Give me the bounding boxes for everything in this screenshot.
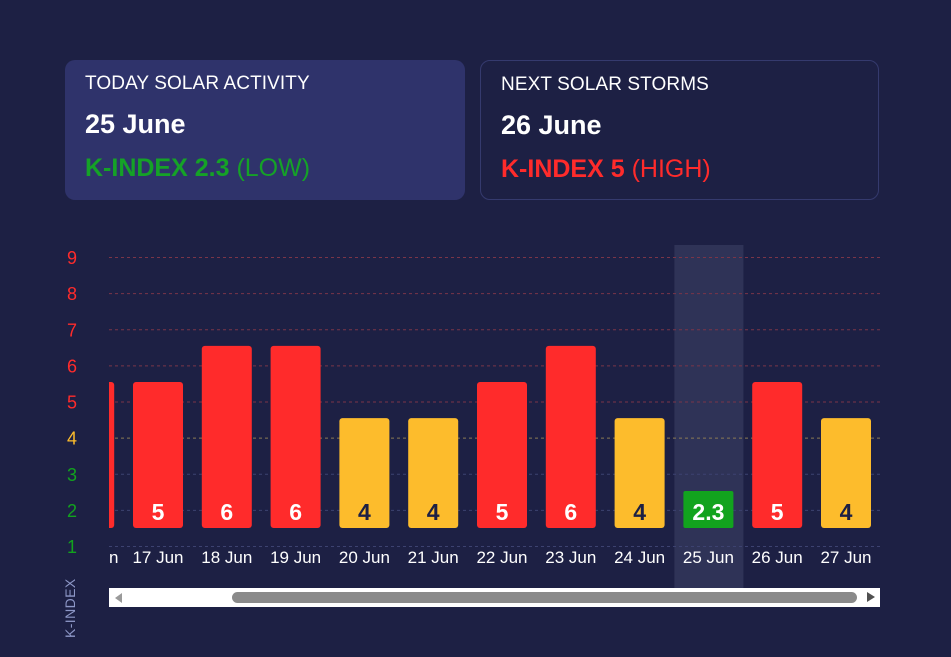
next-date: 26 June (501, 110, 602, 140)
y-tick-label-9: 9 (67, 248, 77, 268)
bar-21-Jun[interactable] (408, 418, 459, 528)
bar-value-label-22-Jun: 5 (496, 499, 509, 525)
x-tick-label-23-Jun: 23 Jun (545, 548, 596, 567)
scroll-right-arrow-icon[interactable] (867, 592, 875, 602)
today-k-index-level: (LOW) (236, 154, 311, 182)
bar-value-label-23-Jun: 6 (564, 499, 577, 525)
next-k-index-level: (HIGH) (631, 155, 711, 183)
next-k-index-value: K-INDEX 5 (501, 155, 625, 183)
bar-26-Jun[interactable] (752, 381, 803, 528)
bar-value-label-25-Jun: 2.3 (692, 499, 724, 525)
x-tick-label-17-Jun: 17 Jun (132, 548, 183, 567)
bar-19-Jun[interactable] (270, 345, 321, 528)
bar-16-Jun[interactable] (64, 381, 115, 528)
next-solar-storms-card: NEXT SOLAR STORMS 26 June K-INDEX 5 (HIG… (480, 60, 879, 200)
highlight-column (674, 245, 744, 588)
x-tick-label-25-Jun: 25 Jun (683, 548, 734, 567)
bar-17-Jun[interactable] (133, 381, 183, 528)
x-tick-label-16-Jun: n (109, 548, 118, 567)
next-k-index: K-INDEX 5 (HIGH) (501, 155, 858, 184)
bar-value-label-26-Jun: 5 (771, 499, 784, 525)
chart-scrollbar[interactable] (109, 588, 880, 607)
bar-value-label-19-Jun: 6 (289, 499, 302, 525)
bar-27-Jun[interactable] (821, 418, 871, 528)
bar-22-Jun[interactable] (477, 381, 527, 528)
bars-group: 5 6 6 4 4 5 6 4 2.3 5 4 (64, 345, 871, 528)
today-k-index: K-INDEX 2.3 (LOW) (85, 154, 445, 183)
bar-23-Jun[interactable] (545, 345, 596, 528)
y-tick-label-2: 2 (67, 501, 77, 521)
today-solar-activity-card: TODAY SOLAR ACTIVITY 25 June K-INDEX 2.3… (65, 60, 465, 200)
next-card-title: NEXT SOLAR STORMS (501, 74, 709, 95)
y-tick-label-4: 4 (67, 429, 77, 449)
bar-value-label-20-Jun: 4 (358, 499, 371, 525)
x-tick-label-20-Jun: 20 Jun (339, 548, 390, 567)
bar-value-label-27-Jun: 4 (840, 499, 853, 525)
x-tick-label-27-Jun: 27 Jun (820, 548, 871, 567)
bar-value-label-17-Jun: 5 (152, 499, 165, 525)
today-k-index-value: K-INDEX 2.3 (85, 154, 230, 182)
bar-value-label-21-Jun: 4 (427, 499, 440, 525)
y-tick-label-3: 3 (67, 465, 77, 485)
y-tick-label-6: 6 (67, 356, 77, 376)
x-tick-label-26-Jun: 26 Jun (752, 548, 803, 567)
scroll-left-arrow-icon[interactable] (115, 593, 122, 603)
today-card-title: TODAY SOLAR ACTIVITY (85, 73, 310, 94)
y-tick-label-1: 1 (67, 537, 77, 557)
x-tick-label-18-Jun: 18 Jun (201, 548, 252, 567)
x-tick-label-21-Jun: 21 Jun (408, 548, 459, 567)
y-tick-label-7: 7 (67, 320, 77, 340)
x-tick-label-22-Jun: 22 Jun (476, 548, 527, 567)
x-tick-label-24-Jun: 24 Jun (614, 548, 665, 567)
bar-25-Jun[interactable] (683, 491, 734, 528)
y-axis-label: K-INDEX (62, 578, 78, 638)
today-date: 25 June (85, 109, 186, 139)
x-tick-label-19-Jun: 19 Jun (270, 548, 321, 567)
scroll-thumb[interactable] (232, 592, 857, 603)
bar-18-Jun[interactable] (201, 345, 252, 528)
bar-value-label-24-Jun: 4 (633, 499, 646, 525)
bar-24-Jun[interactable] (614, 418, 665, 528)
y-tick-label-8: 8 (67, 284, 77, 304)
y-tick-label-5: 5 (67, 393, 77, 413)
bar-20-Jun[interactable] (339, 418, 390, 528)
bar-value-label-18-Jun: 6 (220, 499, 233, 525)
